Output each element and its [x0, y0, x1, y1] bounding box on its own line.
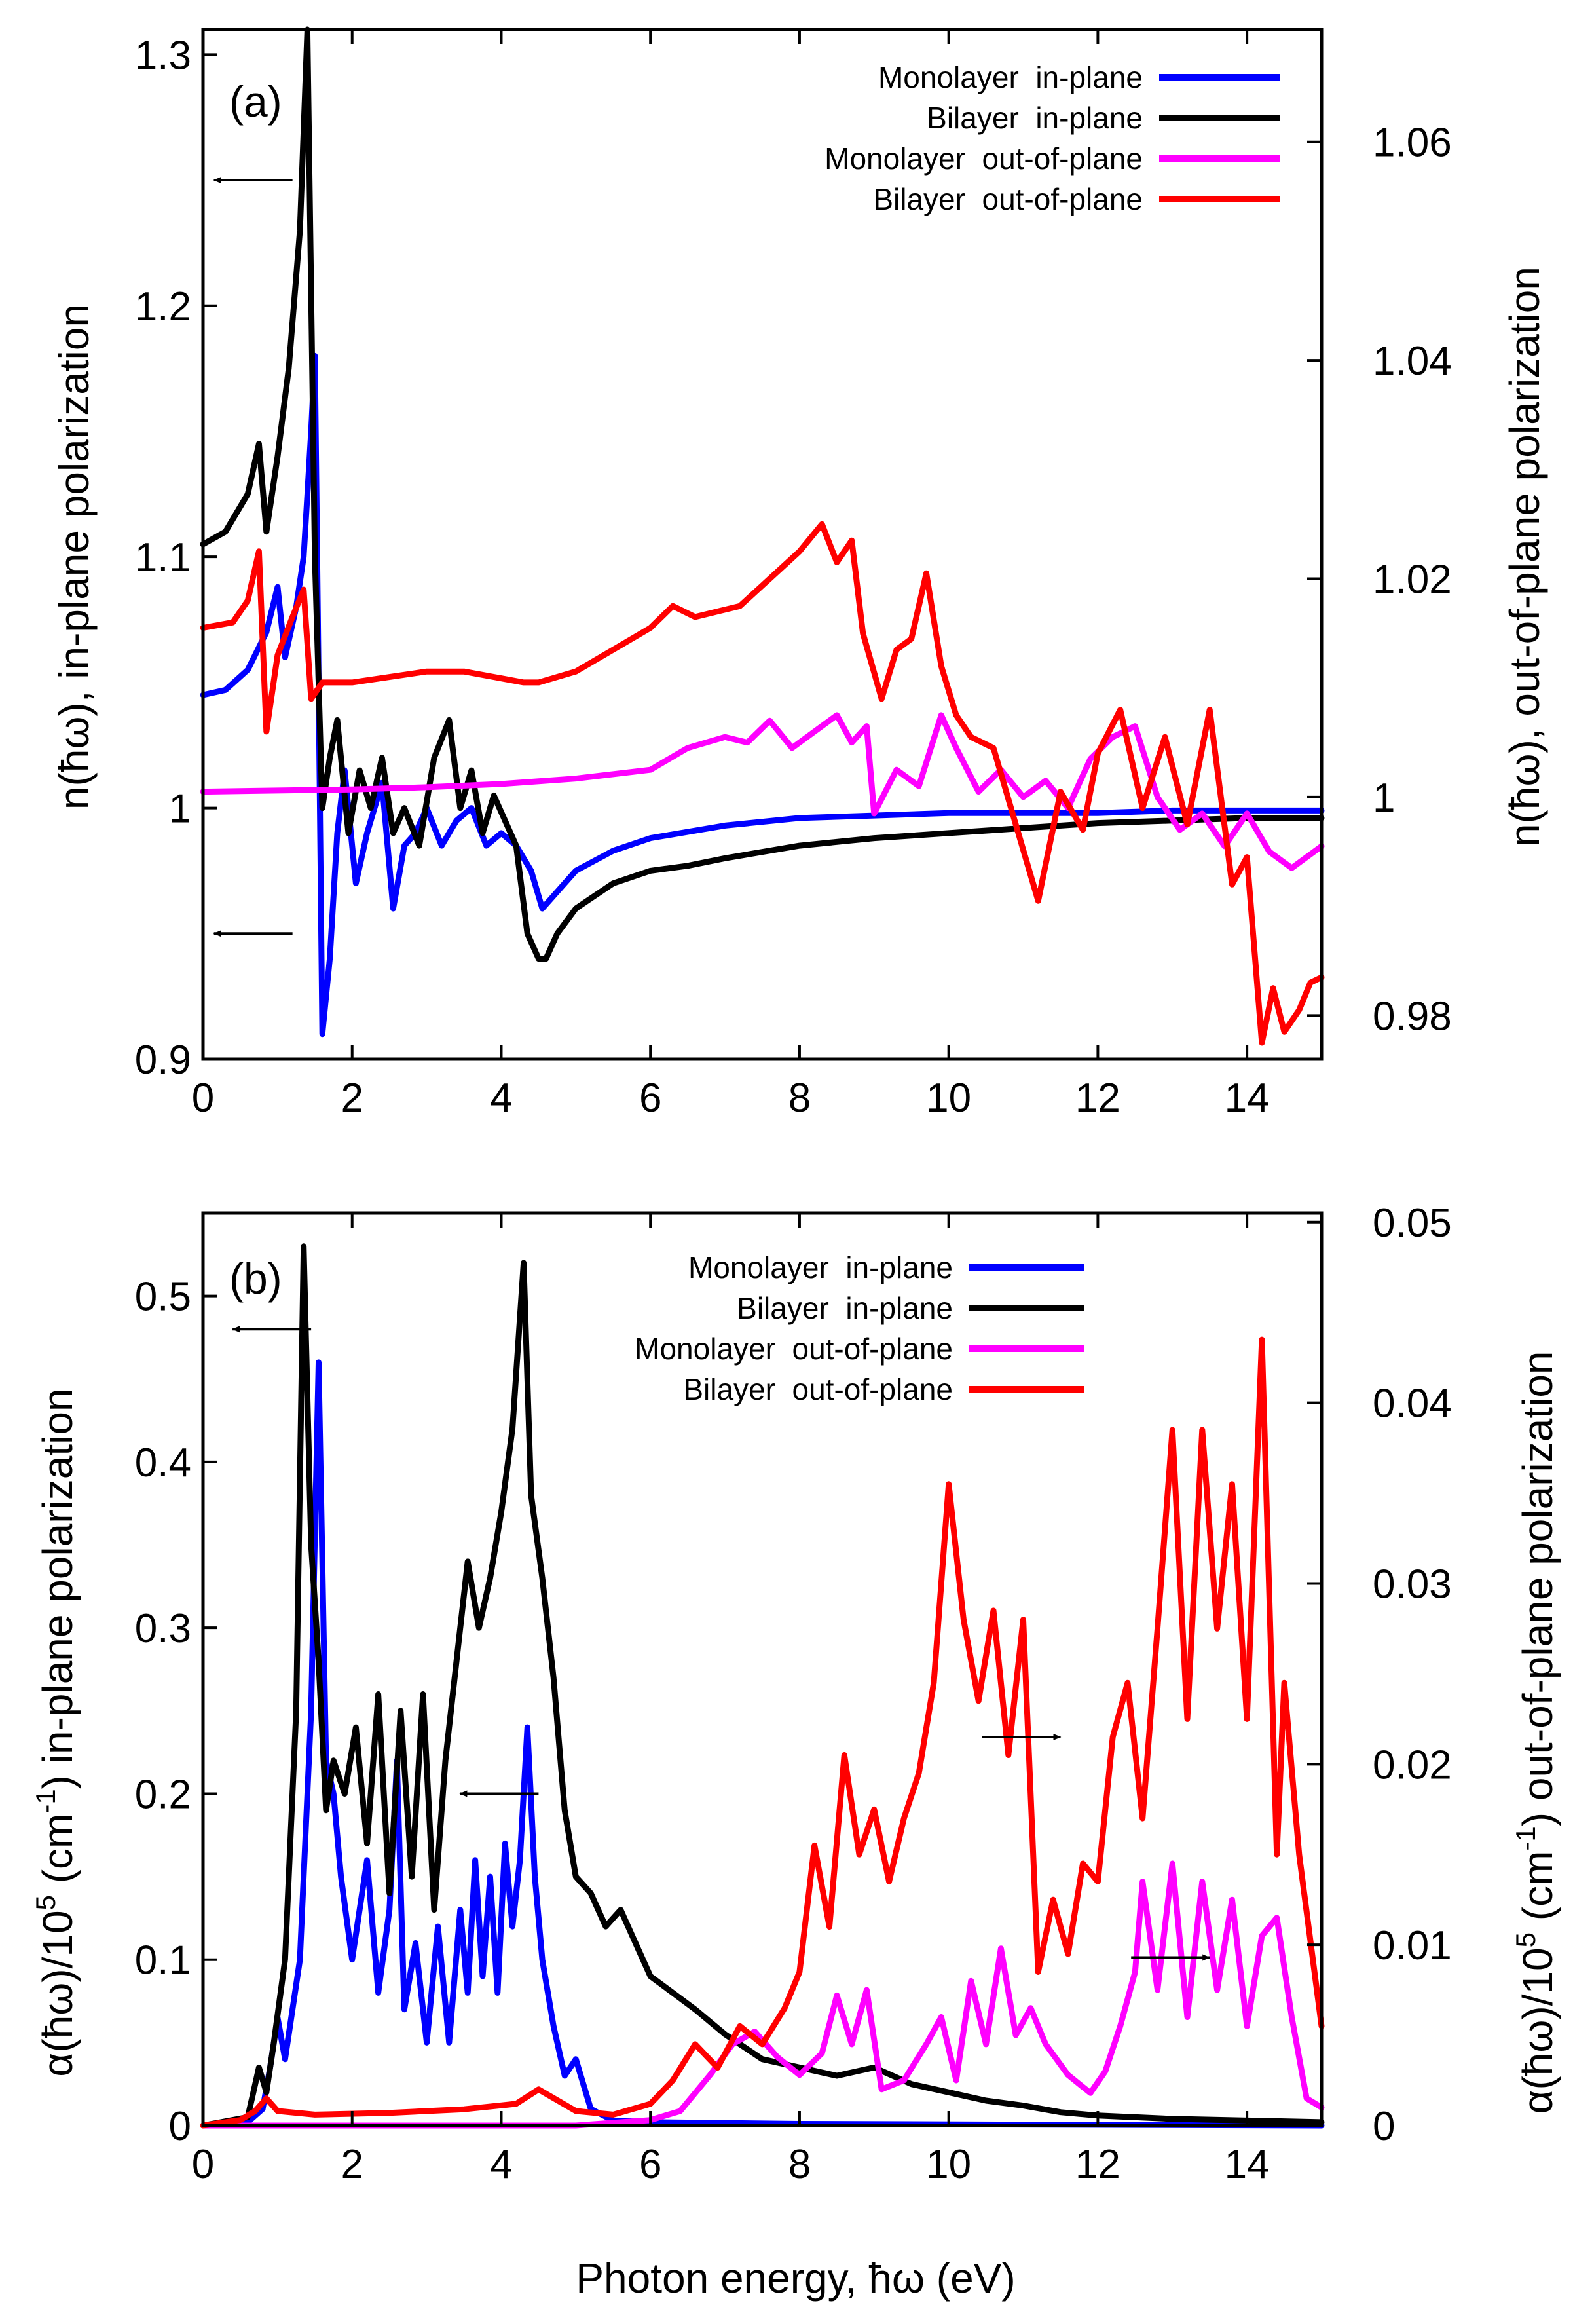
panel-b-xtick-label: 14	[1225, 2142, 1270, 2187]
panel-b: 0 2 4 6 8 10 12 14 0 0.1 0.2 0.3 0.4 0.5 0 0.01 0.02 0.03…	[30, 1201, 1561, 2187]
panel-a-ytick-left-label: 0.9	[135, 1038, 191, 1083]
panel-b-xtick-label: 12	[1075, 2142, 1120, 2187]
panel-b-xtick-label: 2	[341, 2142, 363, 2187]
panel-a-ytick-right-label: 1.04	[1373, 339, 1452, 384]
panel-b-monolayer-out-of-plane-legend-label: Monolayer out-of-plane	[635, 1332, 953, 1366]
panel-b-arrows	[232, 1326, 1211, 1961]
panel-a-monolayer-out-of-plane-line	[200, 712, 1325, 871]
panel-a-ylabel-right: n(ħω), out-of-plane polarization	[1501, 267, 1548, 847]
panel-a-bilayer-in-plane-legend-label: Bilayer in-plane	[927, 101, 1143, 135]
panel-a-ytick-right-label: 1.06	[1373, 121, 1452, 166]
panel-b-monolayer-in-plane-line	[200, 1359, 1325, 2129]
panel-a-tag: (a)	[229, 77, 282, 126]
panel-b-tag: (b)	[229, 1254, 282, 1303]
panel-a-series	[200, 26, 1325, 1046]
panel-a: 0 2 4 6 8 10 12 14 0.9 1 1.1 1.2 1.3 0.98 1 1.02 1.04 1.0…	[50, 26, 1548, 1121]
panel-a-xtick-label: 0	[192, 1076, 214, 1121]
panel-b-xtick-label: 0	[192, 2142, 214, 2187]
panel-a-frame	[201, 28, 1324, 1061]
panel-a-ytick-left-label: 1.3	[135, 33, 191, 78]
panel-b-legend: Monolayer in-plane Bilayer in-plane Monola…	[635, 1250, 1084, 1406]
panel-b-ytick-left-label: 0.1	[135, 1938, 191, 1983]
panel-b-ylabel-left: α(ħω)/105 (cm-1) in-plane polarization	[30, 1388, 81, 2076]
panel-a-xtick-label: 2	[341, 1076, 363, 1121]
panel-b-ytick-left-label: 0.4	[135, 1440, 191, 1486]
panel-a-xtick-label: 10	[926, 1076, 971, 1121]
panel-a-ticks: 0 2 4 6 8 10 12 14 0.9 1 1.1 1.2 1.3 0.98 1 1.02 1.04 1.0…	[135, 29, 1452, 1121]
panel-a-legend: Monolayer in-plane Bilayer in-plane Monola…	[824, 60, 1280, 216]
panel-a-xtick-label: 8	[788, 1076, 811, 1121]
panel-b-frame	[201, 1211, 1324, 2127]
panel-b-ticks: 0 2 4 6 8 10 12 14 0 0.1 0.2 0.3 0.4 0.5 0 0.01 0.02 0.03…	[135, 1201, 1452, 2187]
panel-b-ytick-left-label: 0.2	[135, 1772, 191, 1817]
panel-a-bilayer-in-plane-line	[200, 26, 1325, 962]
panel-b-ytick-left-label: 0.3	[135, 1606, 191, 1651]
panel-b-series	[200, 1243, 1325, 2129]
panel-a-ytick-left-label: 1.2	[135, 284, 191, 329]
panel-b-bilayer-in-plane-legend-label: Bilayer in-plane	[737, 1291, 953, 1325]
panel-b-monolayer-out-of-plane-line	[200, 1860, 1325, 2129]
panel-a-ytick-right-label: 0.98	[1373, 994, 1452, 1039]
panel-a-monolayer-in-plane-legend-label: Monolayer in-plane	[878, 60, 1143, 94]
panel-a-xtick-label: 12	[1075, 1076, 1120, 1121]
panel-a-ylabel-left: n(ħω), in-plane polarization	[50, 304, 98, 810]
panel-a-monolayer-in-plane-line	[200, 352, 1325, 1038]
panel-a-xtick-label: 4	[490, 1076, 512, 1121]
panel-a-monolayer-out-of-plane-legend-label: Monolayer out-of-plane	[824, 141, 1143, 176]
panel-b-bilayer-out-of-plane-line	[200, 1336, 1325, 2129]
panel-b-ytick-right-label: 0.02	[1373, 1742, 1452, 1788]
panel-b-monolayer-in-plane-legend-label: Monolayer in-plane	[688, 1250, 953, 1284]
panel-a-ytick-left-label: 1	[169, 787, 191, 832]
panel-b-bilayer-in-plane-line	[200, 1243, 1325, 2129]
panel-b-ytick-right-label: 0.04	[1373, 1381, 1452, 1427]
panel-a-bilayer-out-of-plane-legend-label: Bilayer out-of-plane	[873, 182, 1143, 216]
panel-a-xtick-label: 14	[1225, 1076, 1270, 1121]
panel-b-ytick-right-label: 0.03	[1373, 1562, 1452, 1607]
panel-b-ylabel-right: α(ħω)/105 (cm-1) out-of-plane polarizati…	[1510, 1351, 1561, 2114]
panel-b-ytick-right-label: 0.01	[1373, 1923, 1452, 1968]
panel-b-xtick-label: 4	[490, 2142, 512, 2187]
panel-b-ytick-right-label: 0.05	[1373, 1201, 1452, 1246]
panel-a-ytick-right-label: 1.02	[1373, 557, 1452, 603]
panel-b-xtick-label: 6	[639, 2142, 661, 2187]
panel-b-ytick-right-label: 0	[1373, 2104, 1395, 2149]
panel-b-ytick-left-label: 0	[169, 2104, 191, 2149]
x-axis-title: Photon energy, ħω (eV)	[576, 2255, 1015, 2302]
panel-b-xtick-label: 10	[926, 2142, 971, 2187]
panel-a-ytick-right-label: 1	[1373, 776, 1395, 821]
panel-a-xtick-label: 6	[639, 1076, 661, 1121]
panel-a-bilayer-out-of-plane-line	[200, 521, 1325, 1046]
panel-a-ytick-left-label: 1.1	[135, 535, 191, 580]
panel-b-bilayer-out-of-plane-legend-label: Bilayer out-of-plane	[683, 1372, 953, 1406]
panel-a-arrows	[213, 177, 293, 937]
panel-b-xtick-label: 8	[788, 2142, 811, 2187]
panel-b-ytick-left-label: 0.5	[135, 1275, 191, 1320]
